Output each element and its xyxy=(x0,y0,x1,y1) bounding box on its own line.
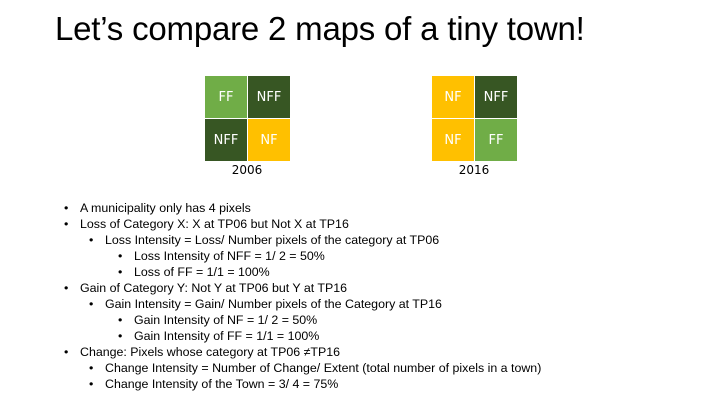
map-year-label-2006: 2006 xyxy=(231,163,263,177)
pixel-2016-top-left: NF xyxy=(432,76,474,118)
bullet-item: A municipality only has 4 pixels xyxy=(64,200,541,216)
map-2006: FF NFF NFF NF 2006 xyxy=(204,75,290,177)
map-2016: NF NFF NF FF 2016 xyxy=(431,75,517,177)
bullet-item: Gain Intensity = Gain/ Number pixels of … xyxy=(89,296,541,312)
pixel-2006-top-right: NFF xyxy=(248,76,290,118)
bullet-item: Loss of Category X: X at TP06 but Not X … xyxy=(64,216,541,232)
pixel-grid-2006: FF NFF NFF NF xyxy=(204,75,290,161)
bullet-item: Change: Pixels whose category at TP06 ≠T… xyxy=(64,344,541,360)
pixel-grid-2016: NF NFF NF FF xyxy=(431,75,517,161)
bullet-item: Loss Intensity of NFF = 1/ 2 = 50% xyxy=(118,248,541,264)
bullet-item: Gain Intensity of FF = 1/1 = 100% xyxy=(118,328,541,344)
pixel-2016-bottom-right: FF xyxy=(475,119,517,161)
pixel-2006-bottom-right: NF xyxy=(248,119,290,161)
bullet-item: Gain of Category Y: Not Y at TP06 but Y … xyxy=(64,280,541,296)
slide-title: Let’s compare 2 maps of a tiny town! xyxy=(55,10,585,47)
pixel-2016-top-right: NFF xyxy=(475,76,517,118)
explanation-bullet-list: A municipality only has 4 pixels Loss of… xyxy=(62,200,541,392)
bullet-item: Change Intensity = Number of Change/ Ext… xyxy=(89,360,541,376)
bullet-item: Change Intensity of the Town = 3/ 4 = 75… xyxy=(89,376,541,392)
map-year-label-2016: 2016 xyxy=(458,163,490,177)
bullet-item: Gain Intensity of NF = 1/ 2 = 50% xyxy=(118,312,541,328)
bullet-item: Loss Intensity = Loss/ Number pixels of … xyxy=(89,232,541,248)
bullet-item: Loss of FF = 1/1 = 100% xyxy=(118,264,541,280)
pixel-2006-top-left: FF xyxy=(205,76,247,118)
pixel-2016-bottom-left: NF xyxy=(432,119,474,161)
pixel-2006-bottom-left: NFF xyxy=(205,119,247,161)
